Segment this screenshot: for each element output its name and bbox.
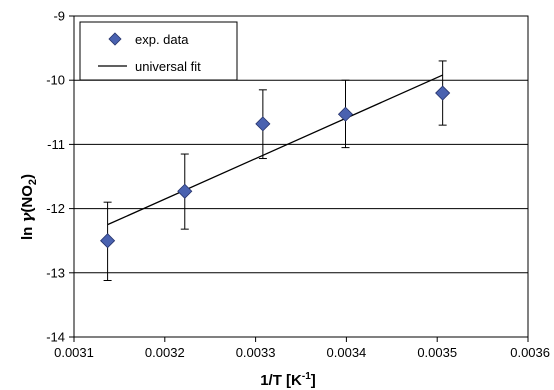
data-point xyxy=(435,85,451,101)
data-point xyxy=(337,106,354,122)
x-tick-label: 0.0034 xyxy=(327,345,367,360)
data-point xyxy=(100,233,116,249)
legend-box xyxy=(79,21,238,81)
x-tick-label: 0.0031 xyxy=(54,345,94,360)
x-tick-label: 0.0035 xyxy=(417,345,457,360)
y-tick-label: -11 xyxy=(47,137,65,152)
x-axis-label: 1/T [K-1] xyxy=(260,371,316,389)
legend: exp. data universal fit xyxy=(79,21,238,81)
plot-area xyxy=(73,15,529,338)
y-tick-label: -9 xyxy=(53,9,65,24)
y-tick-label: -14 xyxy=(46,330,65,345)
data-point xyxy=(177,183,193,199)
legend-label-universal-fit: universal fit xyxy=(135,59,201,74)
fit-line-group xyxy=(107,74,443,226)
legend-label-exp-data: exp. data xyxy=(135,32,189,47)
y-axis-label: ln γ(NO2) xyxy=(18,174,39,240)
x-tick-label: 0.0036 xyxy=(510,345,550,360)
y-axis-ticks: -9 -10 -11 -12 -13 -14 xyxy=(46,9,74,345)
data-points xyxy=(100,85,451,249)
legend-marker-diamond xyxy=(108,32,122,46)
x-tick-label: 0.0033 xyxy=(236,345,276,360)
y-tick-label: -12 xyxy=(46,201,65,216)
error-bars xyxy=(103,60,447,282)
y-tick-label: -13 xyxy=(46,265,65,280)
x-axis-ticks: 0.0031 0.0032 0.0033 0.0034 0.0035 0.0036 xyxy=(54,337,550,360)
fit-line xyxy=(107,74,443,226)
y-tick-label: -10 xyxy=(46,73,65,88)
x-tick-label: 0.0032 xyxy=(145,345,185,360)
gridlines xyxy=(74,79,528,274)
data-point xyxy=(255,116,271,132)
